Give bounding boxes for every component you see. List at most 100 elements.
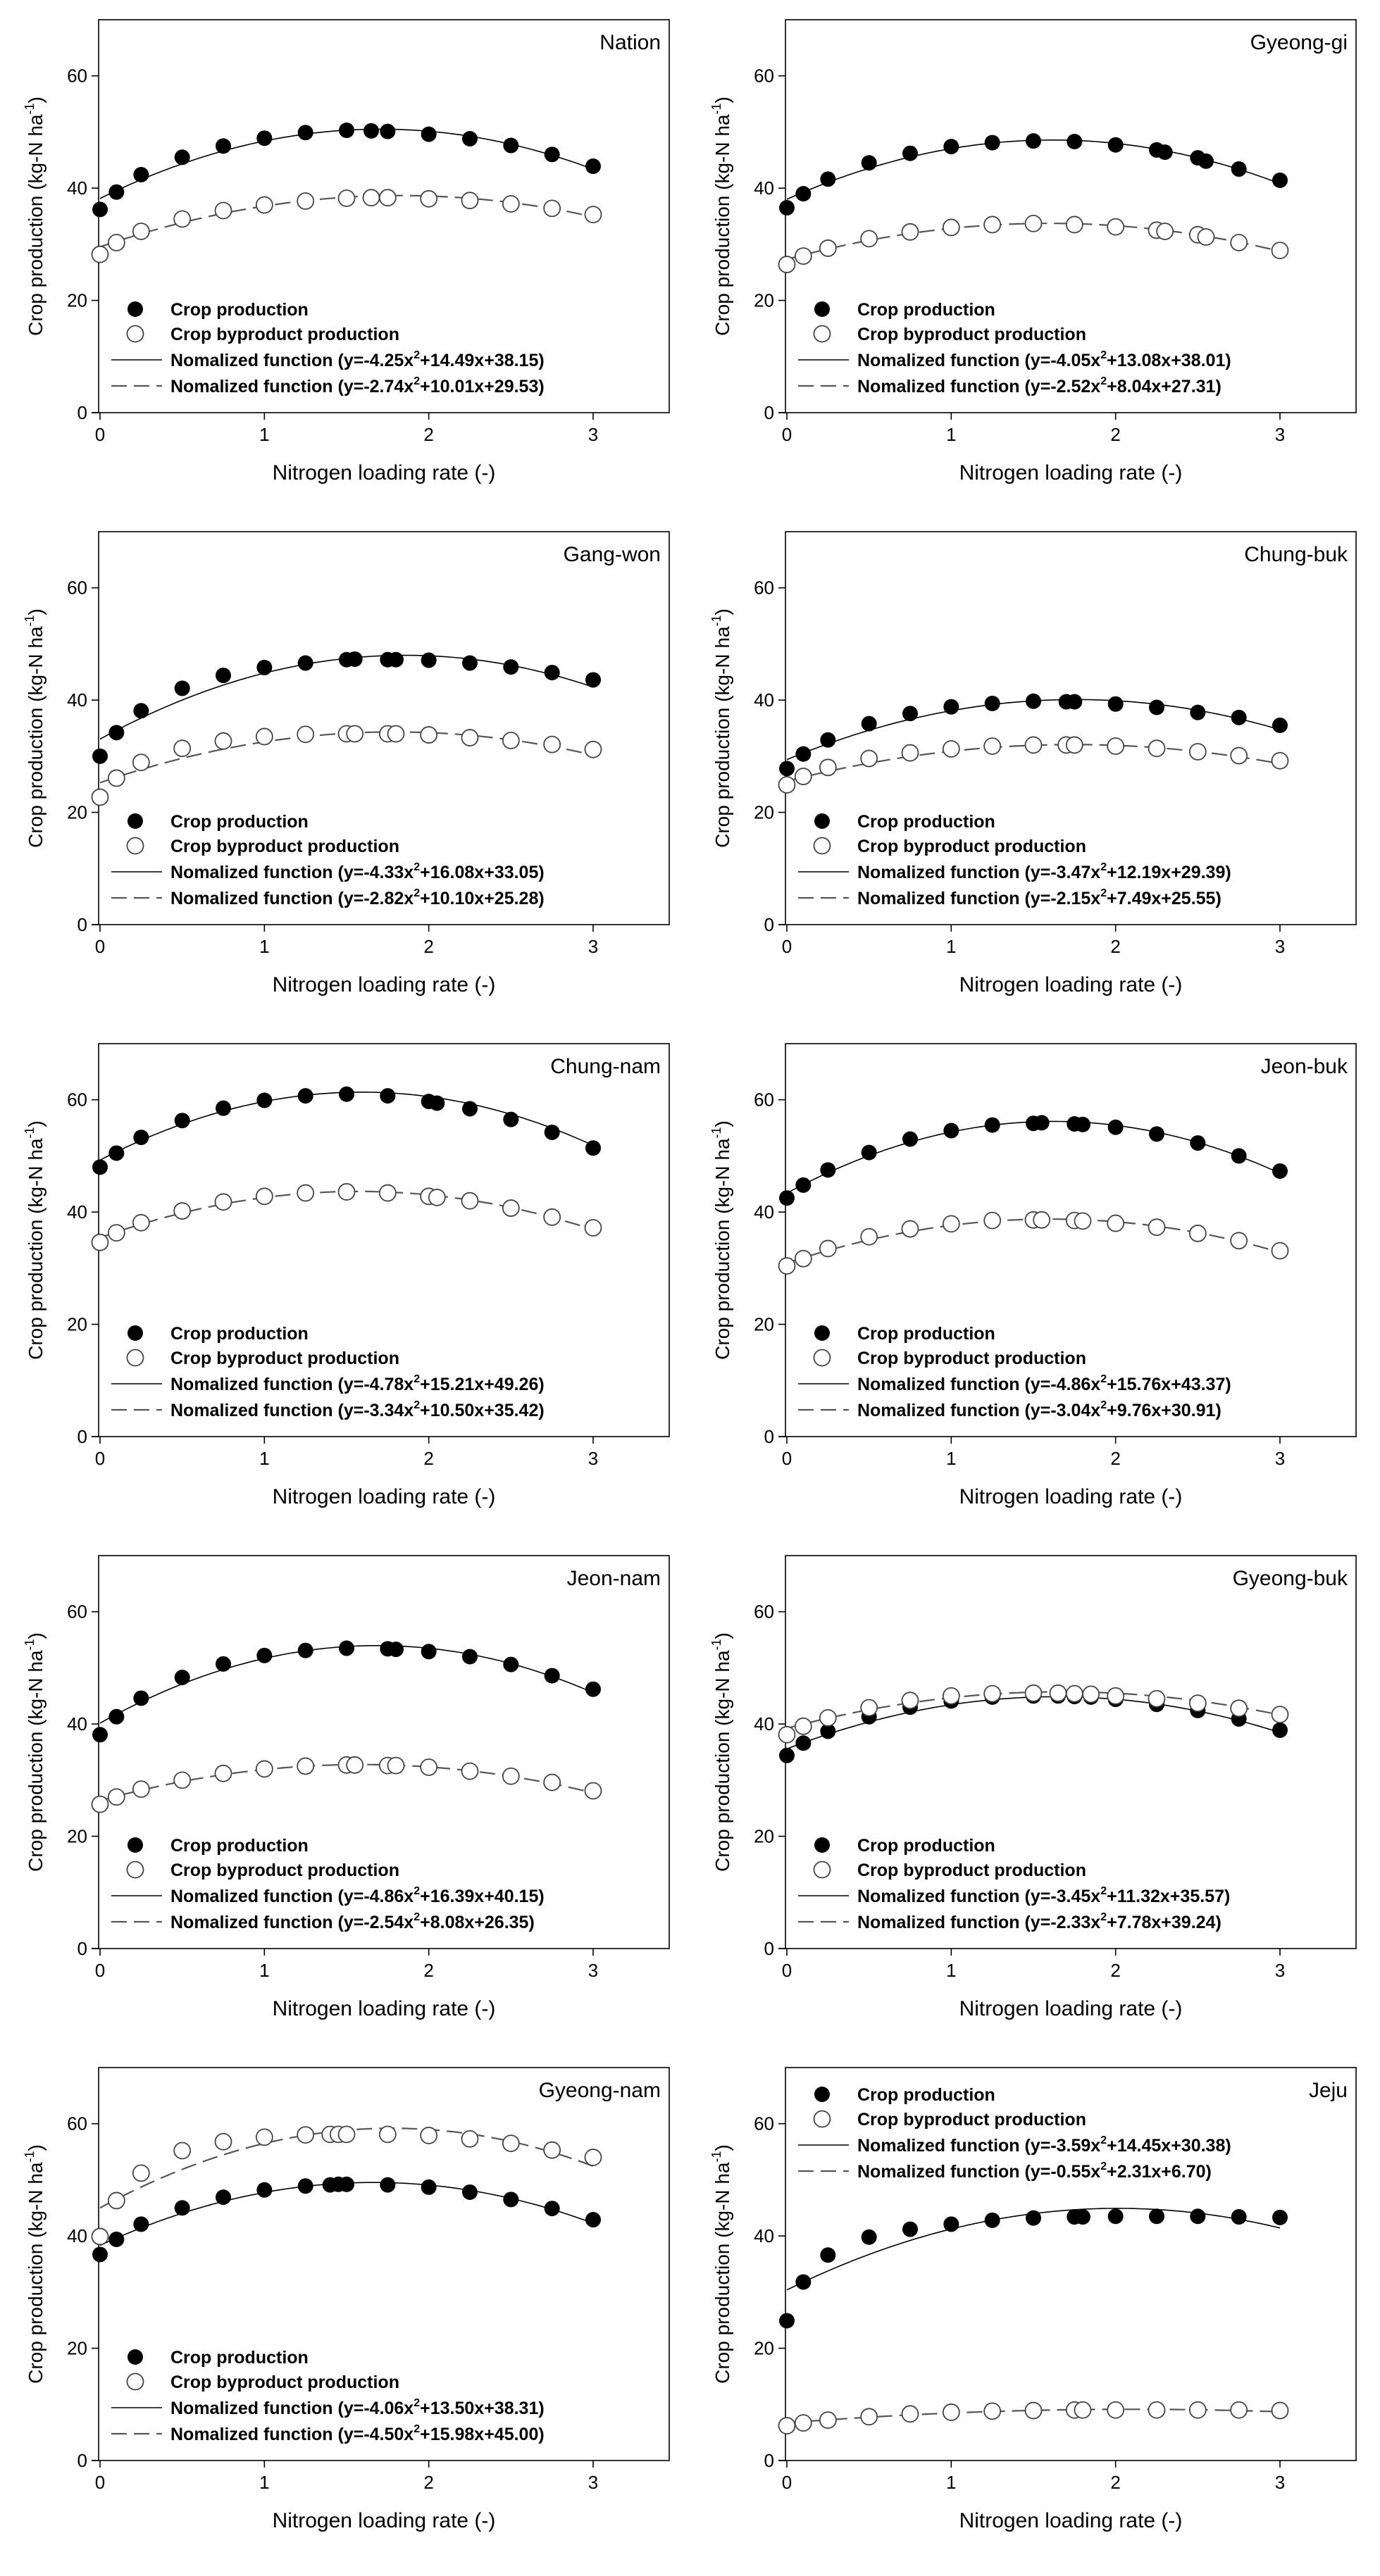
crop-production-point xyxy=(585,1681,601,1697)
crop-production-point xyxy=(462,1649,478,1665)
fit-equation-start: Nomalized function (y=-3.47x xyxy=(857,863,1100,882)
y-tick-label: 60 xyxy=(67,1089,87,1111)
byproduct-point xyxy=(255,196,273,214)
byproduct-point xyxy=(387,725,405,743)
crop-production-point xyxy=(503,659,519,675)
crop-production-point xyxy=(133,167,149,183)
fit-equation-exponent: 2 xyxy=(1100,1911,1107,1923)
fit-equation-exponent: 2 xyxy=(414,1373,420,1385)
byproduct-point xyxy=(346,1756,364,1774)
crop-production-point xyxy=(108,2231,125,2247)
y-axis-title-main: Crop production (kg-N ha xyxy=(711,1138,733,1360)
byproduct-point xyxy=(255,1187,273,1206)
crop-production-point xyxy=(902,706,918,722)
crop-production-point xyxy=(256,659,273,675)
crop-production-point xyxy=(388,651,404,668)
crop-production-point xyxy=(779,1190,795,1206)
y-tick-label: 60 xyxy=(754,65,774,87)
fit-equation-end: +10.10x+25.28) xyxy=(420,889,545,908)
panel-chung-buk: 0 20 40 60 0 1 2 3 Nitrogen loading rate (-) Crop… xyxy=(709,531,1357,996)
byproduct-point xyxy=(1271,1242,1289,1260)
crop-production-point xyxy=(1272,1722,1288,1738)
y-axis-title: Crop production (kg-N ha-1) xyxy=(23,1632,46,1872)
x-axis-title: Nitrogen loading rate (-) xyxy=(273,1997,496,2020)
byproduct-point xyxy=(502,2134,520,2153)
x-tick-label: 1 xyxy=(946,424,956,445)
byproduct-point xyxy=(461,2130,479,2148)
crop-production-point xyxy=(92,2246,108,2263)
byproduct-point xyxy=(901,1220,919,1238)
plot-frame xyxy=(785,2067,1357,2461)
byproduct-point xyxy=(1230,234,1248,251)
byproduct-point xyxy=(91,245,109,263)
crop-production-point xyxy=(462,1101,478,1117)
y-tick-label: 0 xyxy=(764,1938,774,1959)
y-axis-title-close: ) xyxy=(25,1120,46,1127)
fit-equation-exponent: 2 xyxy=(1100,1885,1107,1897)
x-tick-label: 0 xyxy=(782,424,792,445)
byproduct-point xyxy=(983,2402,1002,2420)
legend-crop-label: Crop production xyxy=(857,2085,995,2105)
legend: Crop production Crop byproduct production… xyxy=(798,1324,1231,1420)
fit-equation-exponent: 2 xyxy=(414,1399,420,1411)
crop-production-point xyxy=(1075,2209,1090,2225)
y-tick-label: 60 xyxy=(754,1601,774,1622)
byproduct-point xyxy=(1188,1225,1207,1242)
legend-fit-label: Nomalized function (y=-4.05x2+13.08x+38.… xyxy=(857,349,1231,370)
crop-production-point xyxy=(1272,1163,1288,1179)
byproduct-point xyxy=(1197,228,1215,246)
legend: Crop production Crop byproduct production… xyxy=(111,300,545,396)
byproduct-point xyxy=(378,2125,397,2144)
fit-equation-end: +7.78x+39.24) xyxy=(1107,1913,1222,1932)
x-axis-title: Nitrogen loading rate (-) xyxy=(273,2509,496,2532)
y-tick-label: 40 xyxy=(67,2225,87,2246)
legend-fit-label: Nomalized function (y=-4.78x2+15.21x+49.… xyxy=(170,1373,545,1394)
fit-equation-start: Nomalized function (y=-3.45x xyxy=(857,1887,1100,1906)
fit-equation-start: Nomalized function (y=-4.50x xyxy=(170,2425,414,2444)
legend: Crop production Crop byproduct production… xyxy=(111,2348,545,2444)
fit-equation-end: +10.01x+29.53) xyxy=(420,377,545,396)
x-tick-label: 3 xyxy=(588,936,598,957)
crop-production-point xyxy=(1198,153,1214,169)
y-tick-label: 40 xyxy=(754,1713,774,1734)
byproduct-point xyxy=(1074,2401,1092,2419)
legend: Crop production Crop byproduct production… xyxy=(111,1324,545,1420)
fit-equation-exponent: 2 xyxy=(1100,2161,1107,2172)
byproduct-point xyxy=(214,1193,232,1211)
byproduct-point xyxy=(214,201,232,220)
fit-equation-start: Nomalized function (y=-2.33x xyxy=(857,1913,1100,1932)
panel-gang-won: 0 20 40 60 0 1 2 3 Nitrogen loading rate (-) Crop… xyxy=(23,531,670,996)
crop-production-point xyxy=(795,746,812,762)
byproduct-point xyxy=(794,247,812,265)
crop-production-point xyxy=(363,123,379,139)
byproduct-point xyxy=(819,2411,837,2430)
crop-production-point xyxy=(1231,1148,1247,1164)
fit-equation-end: +7.49x+25.55) xyxy=(1107,889,1222,908)
crop-production-point xyxy=(1149,1126,1164,1142)
crop-production-point xyxy=(1190,704,1206,720)
byproduct-point xyxy=(819,1708,837,1727)
y-tick-label: 60 xyxy=(67,1601,87,1622)
y-tick-label: 20 xyxy=(67,1314,87,1335)
y-axis-title-main: Crop production (kg-N ha xyxy=(25,1138,46,1360)
byproduct-point xyxy=(214,2132,232,2151)
crop-production-point xyxy=(1149,2208,1164,2225)
panel-jeon-buk: 0 20 40 60 0 1 2 3 Nitrogen loading rate (-) Crop… xyxy=(709,1043,1357,1508)
crop-production-point xyxy=(820,1162,836,1178)
legend: Crop production Crop byproduct production… xyxy=(111,812,545,908)
fit-equation-exponent: 2 xyxy=(414,861,420,873)
crop-production-point xyxy=(216,138,231,154)
x-tick-label: 3 xyxy=(588,1960,598,1981)
crop-production-point xyxy=(421,126,437,142)
byproduct-point xyxy=(901,2405,919,2423)
x-tick-label: 2 xyxy=(423,2472,433,2493)
y-axis-title-sup: -1 xyxy=(709,103,723,114)
fit-equation-start: Nomalized function (y=-4.78x xyxy=(170,1375,414,1394)
crop-production-point xyxy=(462,2184,478,2200)
byproduct-point xyxy=(543,2141,561,2159)
crop-production-point xyxy=(339,123,354,139)
legend-byproduct-symbol xyxy=(126,1861,144,1879)
x-tick-label: 1 xyxy=(259,2472,269,2493)
byproduct-point xyxy=(91,2227,109,2246)
y-axis-title: Crop production (kg-N ha-1) xyxy=(23,2144,46,2384)
